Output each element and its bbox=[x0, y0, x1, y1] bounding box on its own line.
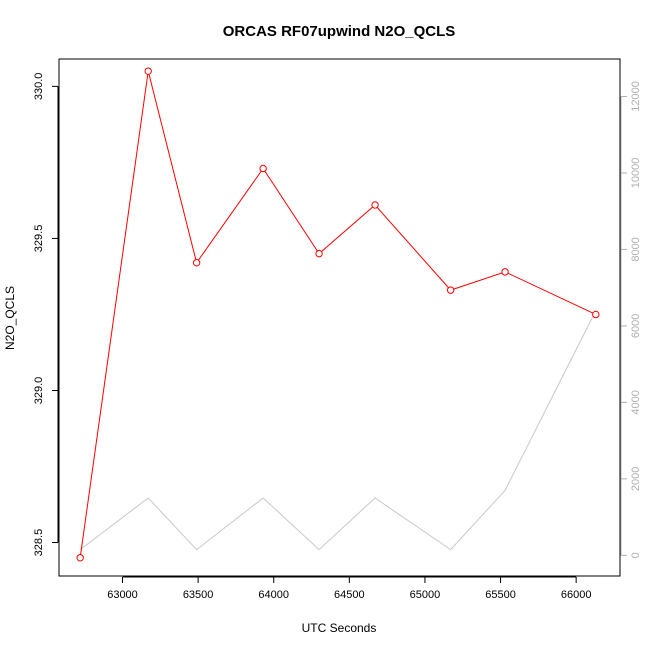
y2-tick-label: 12000 bbox=[630, 81, 642, 112]
chart-title: ORCAS RF07upwind N2O_QCLS bbox=[223, 23, 456, 40]
y2-tick-label: 2000 bbox=[630, 467, 642, 491]
plot-frame bbox=[58, 58, 621, 577]
x-tick-label: 63500 bbox=[183, 589, 214, 601]
data-point bbox=[371, 201, 379, 209]
x-tick-label: 63000 bbox=[107, 589, 138, 601]
y-tick-label: 329.0 bbox=[33, 377, 45, 405]
data-point bbox=[76, 554, 84, 562]
y2-tick-label: 10000 bbox=[630, 158, 642, 189]
series-layer bbox=[76, 67, 600, 562]
y-axis-left: 328.5 329.0 329.5 330.0 bbox=[33, 73, 59, 557]
y-tick-label: 330.0 bbox=[33, 73, 45, 101]
data-point bbox=[259, 164, 267, 173]
y2-tick-label: 0 bbox=[630, 552, 642, 558]
data-point bbox=[144, 67, 152, 75]
y2-tick-label: 6000 bbox=[630, 314, 642, 338]
x-tick-label: 66000 bbox=[561, 589, 592, 601]
secondary-series-line bbox=[79, 310, 597, 551]
data-point bbox=[315, 249, 323, 258]
data-point bbox=[192, 259, 201, 267]
x-axis: 63000 63500 64000 64500 65000 65500 66000 bbox=[107, 576, 592, 601]
data-point bbox=[501, 268, 509, 276]
y-axis-label: N2O_QCLS bbox=[3, 286, 17, 350]
x-tick-label: 65000 bbox=[410, 589, 441, 601]
primary-series-line bbox=[79, 71, 597, 558]
x-axis-label: UTC Seconds bbox=[302, 621, 377, 635]
y2-tick-label: 8000 bbox=[630, 237, 642, 261]
y-axis-right: 0 2000 4000 6000 8000 10000 12000 bbox=[620, 81, 642, 558]
data-point bbox=[446, 286, 455, 294]
y-tick-label: 328.5 bbox=[33, 529, 45, 557]
x-tick-label: 65500 bbox=[485, 589, 516, 601]
data-point bbox=[592, 310, 600, 319]
x-tick-label: 64000 bbox=[258, 589, 289, 601]
y-tick-label: 329.5 bbox=[33, 225, 45, 253]
y2-tick-label: 4000 bbox=[630, 390, 642, 414]
x-tick-label: 64500 bbox=[334, 589, 365, 601]
